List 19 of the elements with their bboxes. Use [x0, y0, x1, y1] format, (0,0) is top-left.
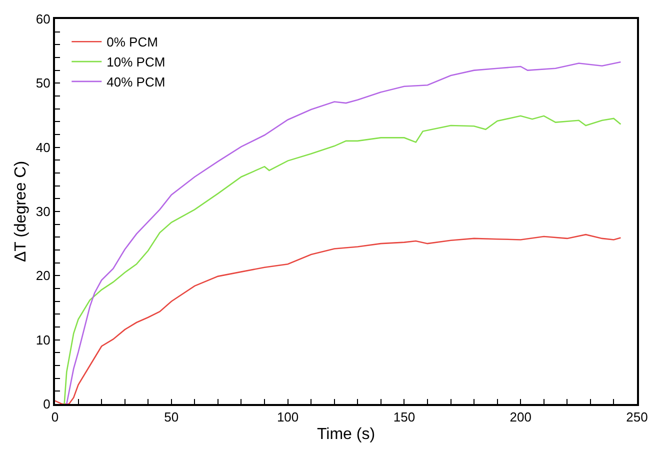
line-series [55, 234, 622, 404]
x-tick-label: 200 [510, 410, 532, 425]
y-tick-label: 20 [36, 268, 50, 284]
legend-label: 40% PCM [106, 74, 166, 90]
y-tick-label: 0 [43, 396, 50, 412]
y-tick-label: 10 [36, 332, 50, 348]
x-tick-label: 100 [276, 410, 299, 425]
x-tick-label: 250 [626, 410, 648, 425]
x-axis-title: Time (s) [316, 426, 376, 443]
y-tick-label: 30 [36, 204, 50, 220]
x-tick-label: 150 [393, 410, 416, 425]
legend-label: 0% PCM [106, 34, 158, 50]
x-tick-label: 50 [164, 410, 179, 425]
y-tick-label: 40 [36, 140, 50, 155]
legend-label: 10% PCM [106, 54, 166, 70]
y-tick-label: 60 [36, 12, 50, 27]
y-axis-title: ΔT (degree C) [12, 160, 30, 262]
y-tick-label: 50 [36, 76, 50, 91]
line-series [64, 115, 622, 404]
